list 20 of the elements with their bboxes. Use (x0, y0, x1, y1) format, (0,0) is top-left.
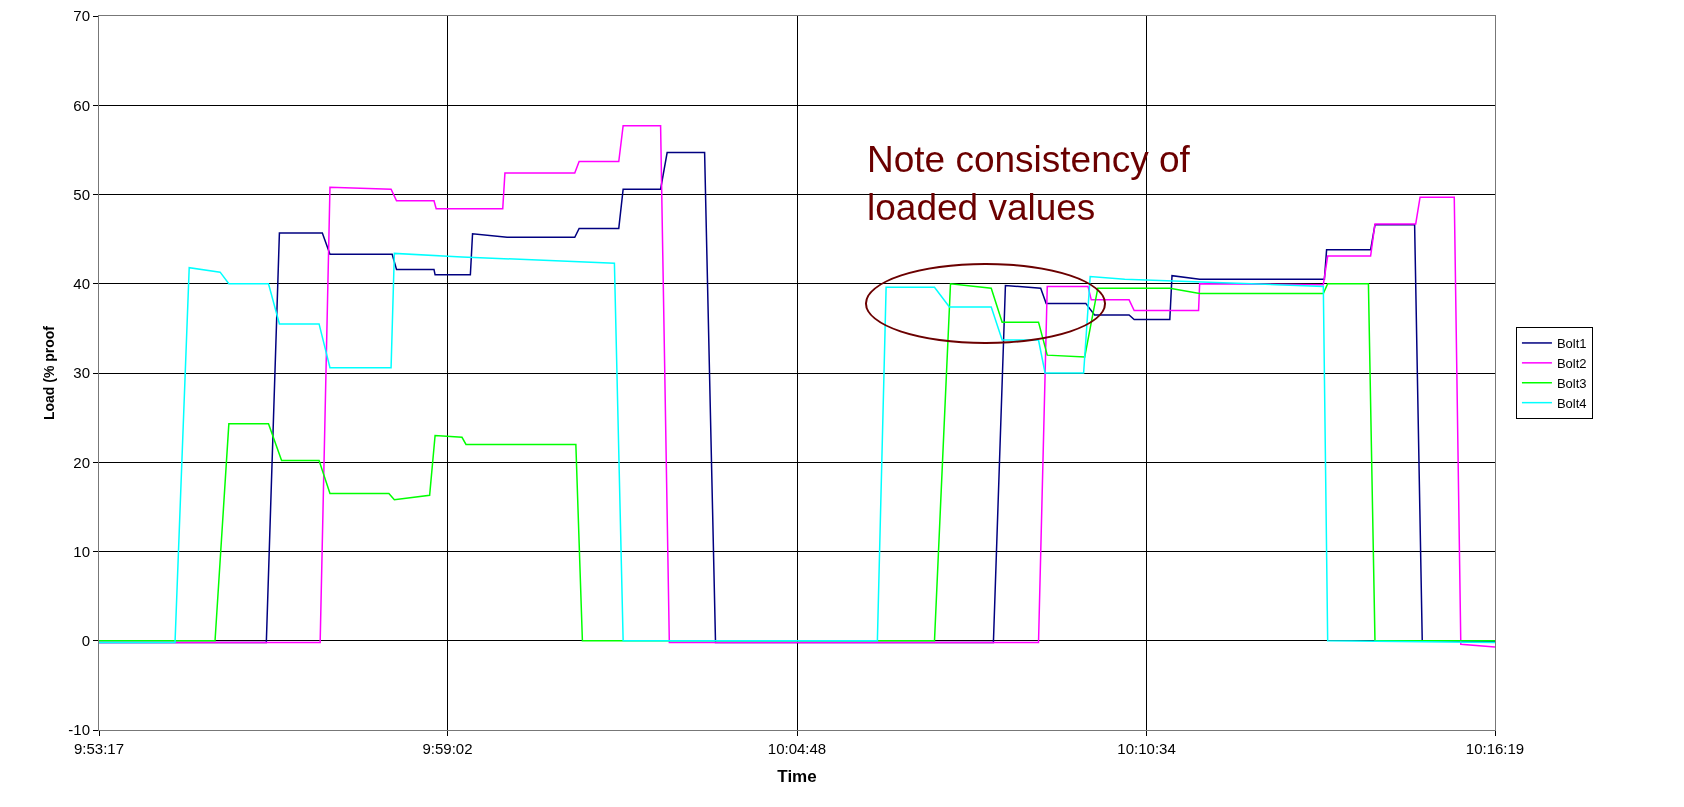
y-tick-label: 0 (81, 632, 90, 649)
y-tick-label: 60 (73, 96, 90, 114)
legend-label: Bolt1 (1556, 336, 1587, 352)
x-tick-label: 10:10:34 (1117, 740, 1176, 757)
x-axis-title: Time (777, 767, 817, 787)
legend-label: Bolt2 (1556, 355, 1587, 371)
y-tick-label: 20 (73, 453, 90, 471)
y-tick-label: -10 (68, 721, 90, 739)
x-tick-label: 10:16:19 (1465, 740, 1525, 757)
y-axis-title: Load (% proof (40, 325, 57, 421)
legend-label: Bolt4 (1556, 395, 1587, 411)
y-tick-label: 50 (73, 185, 90, 203)
x-tick-label: 10:04:48 (767, 740, 827, 757)
x-tick-label: 9:53:17 (73, 740, 125, 757)
y-tick-label: 10 (73, 542, 90, 560)
y-tick-label: 40 (73, 275, 90, 292)
legend-label: Bolt3 (1556, 375, 1587, 391)
y-tick-label: 30 (73, 364, 90, 382)
x-tick-label: 9:59:02 (422, 740, 473, 757)
y-tick-label: 70 (73, 7, 90, 25)
